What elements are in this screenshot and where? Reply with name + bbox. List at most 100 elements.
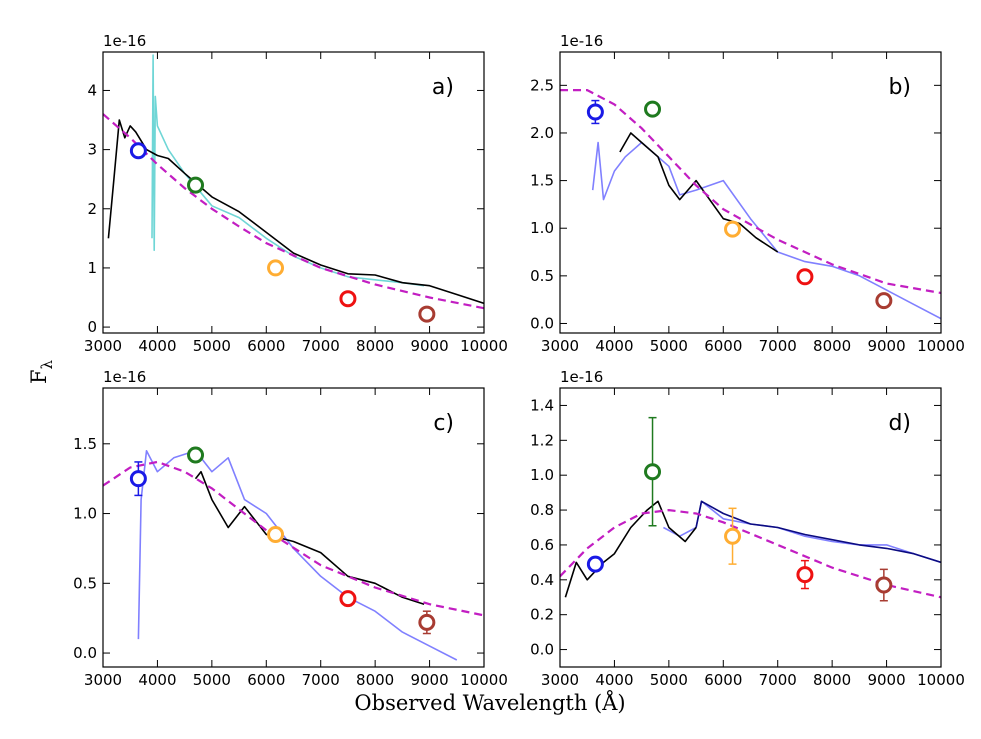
panel-label: c) [433,411,454,436]
spectrum-black [619,132,779,253]
x-tick-label: 4000 [595,337,633,355]
y-tick-label: 1.0 [530,219,554,237]
x-tick-label: 7000 [759,337,797,355]
panel-d: 3000 4000 5000 6000 7000 8000 9000 10000 0.0 0.2 0… [530,368,965,689]
x-axis-label: Observed Wavelength (Å) [354,690,625,715]
y-tick-label: 4 [87,81,97,99]
y-tick-label: 2 [87,200,97,218]
photometry-point-z [418,305,436,323]
scale-note: 1e-16 [103,368,146,386]
x-tick-label: 10000 [917,671,965,689]
x-tick-label: 4000 [595,671,633,689]
spectrum-blue [137,449,458,661]
x-tick-label: 3000 [84,337,122,355]
axes-frame [102,387,485,668]
axes-frame [102,51,485,334]
y-tick-label: 2.0 [530,124,554,142]
x-tick-label: 4000 [138,671,176,689]
x-tick-label: 3000 [541,337,579,355]
x-tick-label: 9000 [867,337,905,355]
plot-area [560,88,941,320]
panel-label: d) [888,411,911,436]
y-axis-label: Fλ [27,359,56,384]
x-tick-label: 10000 [460,337,508,355]
y-tick-label: 1.2 [530,431,554,449]
y-tick-label: 0.8 [530,501,554,519]
photometry-point-u [586,103,604,121]
x-tick-label: 6000 [704,671,742,689]
y-tick-label: 1.0 [530,466,554,484]
photometry-point-z [875,292,893,310]
spectrum-blue [591,141,941,320]
panel-label: a) [432,75,454,100]
photometry-point-g [644,463,662,481]
y-tick-label: 1.5 [530,172,554,190]
x-tick-label: 7000 [302,337,340,355]
y-tick-label: 0.5 [530,267,554,285]
x-tick-label: 7000 [302,671,340,689]
photometry-point-u [129,142,147,160]
spectrum-cyan [151,54,425,287]
x-tick-label: 3000 [541,671,579,689]
x-tick-label: 7000 [759,671,797,689]
scale-note: 1e-16 [560,368,603,386]
x-tick-label: 3000 [84,671,122,689]
photometry-point-g [187,176,205,194]
photometry-point-g [187,446,205,464]
y-axis-label-group: Fλ [27,359,56,384]
photometry-point-r [724,220,742,238]
model-curve [560,88,941,295]
x-tick-label: 9000 [867,671,905,689]
plot-area [103,446,484,661]
photometry-point-u [129,470,147,488]
y-axis-label-sub: λ [38,359,56,369]
photometry-point-i [796,566,814,584]
model-curve [103,460,484,617]
scale-note: 1e-16 [560,32,603,50]
x-tick-label: 6000 [704,337,742,355]
y-tick-label: 0.6 [530,536,554,554]
photometry-point-i [339,590,357,608]
photometry-point-i [796,268,814,286]
panel-c: 3000 4000 5000 6000 7000 8000 9000 10000 0.0 0.5 1… [73,368,508,689]
x-tick-label: 9000 [410,337,448,355]
plot-area [560,416,941,602]
x-tick-label: 9000 [410,671,448,689]
y-tick-label: 1.0 [73,505,97,523]
axes-frame [559,51,942,334]
spectrum-black [107,119,484,305]
x-tick-label: 8000 [813,337,851,355]
panel-b: 3000 4000 5000 6000 7000 8000 9000 10000 0.0 0.5 1… [530,32,965,355]
x-tick-label: 6000 [247,671,285,689]
x-tick-label: 8000 [356,671,394,689]
axes-frame [559,387,942,668]
model-curve [103,113,484,310]
y-tick-label: 1.5 [73,435,97,453]
spectrum-blue [663,500,941,564]
x-tick-label: 4000 [138,337,176,355]
photometry-point-z [875,576,893,594]
y-tick-label: 0 [87,318,97,336]
spectrum-black [564,500,697,598]
x-tick-label: 5000 [650,337,688,355]
x-tick-label: 10000 [460,671,508,689]
y-tick-label: 1 [87,259,97,277]
x-tick-label: 6000 [247,337,285,355]
photometry-point-r [267,525,285,543]
photometry-point-r [267,259,285,277]
model-curve [560,508,941,599]
y-tick-label: 3 [87,141,97,159]
x-tick-label: 8000 [356,337,394,355]
x-tick-label: 5000 [193,337,231,355]
y-tick-label: 0.5 [73,574,97,592]
y-tick-label: 0.0 [73,644,97,662]
x-tick-label: 10000 [917,337,965,355]
x-tick-label: 5000 [650,671,688,689]
photometry-point-g [644,100,662,118]
y-tick-label: 0.0 [530,641,554,659]
plot-area [103,54,484,323]
photometry-point-r [724,527,742,545]
photometry-point-z [418,613,436,631]
y-tick-label: 0.2 [530,606,554,624]
x-tick-label: 8000 [813,671,851,689]
